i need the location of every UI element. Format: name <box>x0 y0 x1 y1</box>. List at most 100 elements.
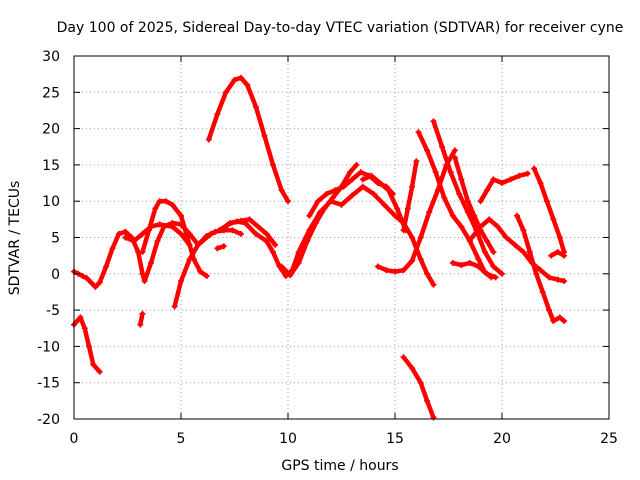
data-point-marker <box>409 183 416 190</box>
data-point-marker <box>475 263 482 270</box>
data-point-marker <box>561 317 568 324</box>
data-point-marker <box>231 76 238 83</box>
data-point-marker <box>458 176 465 183</box>
data-point-marker <box>272 241 279 248</box>
data-point-marker <box>537 267 544 274</box>
data-point-marker <box>323 190 330 197</box>
y-tick-label: 15 <box>42 158 60 174</box>
data-point-marker <box>546 307 553 314</box>
data-point-marker <box>543 198 550 205</box>
data-point-marker <box>90 361 97 368</box>
series-arc-6 <box>205 74 291 205</box>
series-arc-5 <box>71 314 103 375</box>
data-point-marker <box>556 314 563 321</box>
data-point-marker <box>171 303 178 310</box>
data-point-marker <box>430 281 437 288</box>
x-tick-label: 25 <box>600 431 618 447</box>
data-point-marker <box>214 111 221 118</box>
data-point-marker <box>499 180 505 187</box>
data-point-marker <box>484 238 491 245</box>
y-tick-label: -10 <box>37 339 60 355</box>
y-tick-label: 25 <box>42 85 60 101</box>
data-point-marker <box>304 238 311 245</box>
y-tick-label: 30 <box>42 49 60 65</box>
data-point-marker <box>466 238 473 245</box>
data-point-marker <box>490 249 497 256</box>
data-point-marker <box>424 147 431 154</box>
data-point-marker <box>278 187 285 194</box>
data-point-marker <box>244 82 251 89</box>
data-point-marker <box>394 205 401 212</box>
data-point-marker <box>152 205 159 212</box>
data-point-marker <box>148 223 155 230</box>
series-line <box>123 222 192 248</box>
data-point-marker <box>484 187 491 194</box>
axis-tick-labels: 0 5 10 15 20 25 -20 -15 -10 -5 0 5 10 15 20 25 30 <box>37 49 618 447</box>
data-point-marker <box>115 230 122 237</box>
data-point-marker <box>88 279 95 286</box>
data-point-marker <box>426 209 433 216</box>
data-point-marker <box>409 257 416 264</box>
data-point-marker <box>539 288 546 295</box>
data-point-marker <box>550 216 557 223</box>
series-line <box>401 355 436 420</box>
data-point-marker <box>546 274 553 281</box>
data-point-marker <box>430 414 437 421</box>
data-point-marker <box>449 259 456 266</box>
series-line <box>279 162 359 278</box>
data-point-marker <box>349 192 356 199</box>
axis-ticks <box>73 55 610 420</box>
data-point-marker <box>278 263 285 270</box>
series-arc-15 <box>430 118 505 277</box>
y-tick-label: -20 <box>37 412 60 428</box>
series-arc-22 <box>548 249 568 259</box>
data-series <box>71 74 568 421</box>
series-arc-20 <box>513 212 568 324</box>
data-point-marker <box>516 172 523 179</box>
data-point-marker <box>218 227 225 234</box>
data-point-marker <box>383 267 390 274</box>
data-point-marker <box>169 223 176 230</box>
data-point-marker <box>203 272 210 279</box>
series-arc-24 <box>214 243 227 252</box>
data-point-marker <box>481 249 488 256</box>
y-tick-label: 10 <box>42 194 60 210</box>
data-point-marker <box>214 245 221 252</box>
data-point-marker <box>554 249 561 256</box>
chart-title: Day 100 of 2025, Sidereal Day-to-day VTE… <box>57 20 624 36</box>
data-point-marker <box>139 310 146 317</box>
data-point-marker <box>409 234 416 241</box>
data-point-marker <box>415 129 422 136</box>
data-point-marker <box>537 180 544 187</box>
data-point-marker <box>409 365 416 372</box>
data-point-marker <box>417 234 424 241</box>
data-point-marker <box>332 187 339 194</box>
data-point-marker <box>261 132 268 139</box>
data-point-marker <box>413 158 420 165</box>
data-point-marker <box>526 249 533 256</box>
y-tick-label: -15 <box>37 376 60 392</box>
data-point-marker <box>441 194 448 201</box>
data-point-marker <box>561 278 568 285</box>
data-point-marker <box>439 143 446 150</box>
data-point-marker <box>458 223 465 230</box>
data-point-marker <box>237 217 244 224</box>
data-point-marker <box>507 176 514 183</box>
data-point-marker <box>222 89 229 96</box>
data-point-marker <box>169 201 176 208</box>
data-point-marker <box>237 230 244 237</box>
grid <box>74 56 609 419</box>
data-point-marker <box>447 169 454 176</box>
data-point-marker <box>430 118 437 125</box>
x-tick-label: 0 <box>70 431 79 447</box>
data-point-marker <box>246 216 253 223</box>
data-point-marker <box>449 212 456 219</box>
data-point-marker <box>203 233 210 240</box>
series-arc-3 <box>122 221 193 248</box>
data-point-marker <box>471 212 478 219</box>
series-arc-18 <box>477 170 531 205</box>
y-axis-label: SDTVAR / TECUs <box>7 181 23 296</box>
data-point-marker <box>285 198 291 205</box>
data-point-marker <box>340 183 347 190</box>
